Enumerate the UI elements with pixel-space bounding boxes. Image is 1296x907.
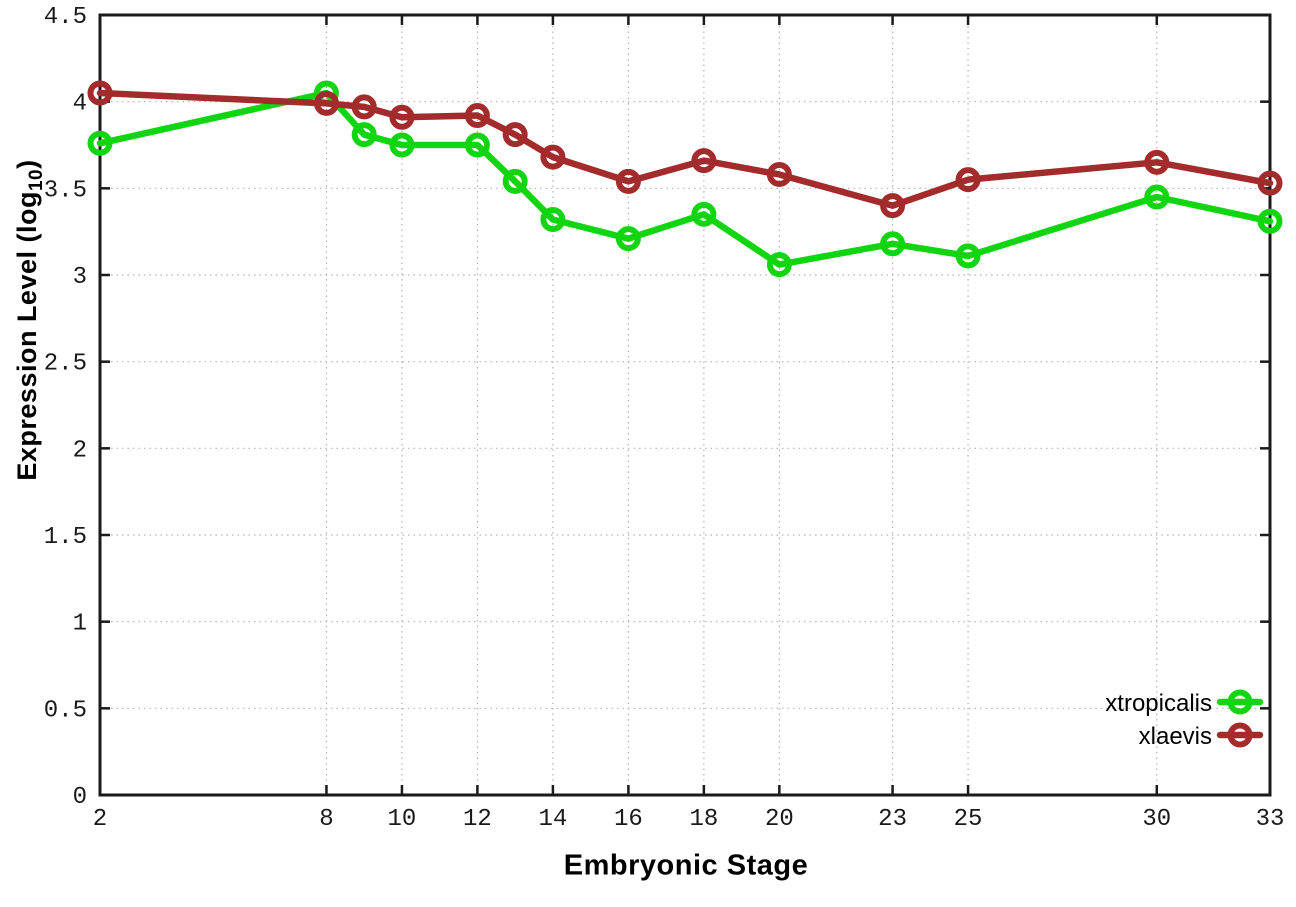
y-axis-title-text: Expression Level (log (12, 191, 42, 481)
data-point-xlaevis (540, 144, 566, 170)
data-point-xtropicalis (351, 122, 377, 148)
data-point-xlaevis (880, 193, 906, 219)
tick-labels: 2 8 10 12 14 16 18 20 23 25 30 33 0 0.5 1 1.5 2 2.5 3 3.5 4 4… (44, 4, 1285, 833)
legend-label-xlaevis: xlaevis (1139, 723, 1212, 750)
y-axis-title-subscript: 10 (26, 168, 47, 192)
data-point-xlaevis (87, 80, 113, 106)
x-tick-label: 25 (954, 806, 983, 833)
x-axis-title: Embryonic Stage (563, 849, 809, 882)
legend: xtropicalis xlaevis (1105, 689, 1264, 750)
y-tick-label: 0 (73, 784, 87, 811)
data-point-xtropicalis (691, 201, 717, 227)
data-point-xlaevis (389, 104, 415, 130)
legend-label-xtropicalis: xtropicalis (1105, 690, 1212, 717)
x-tick-label: 12 (463, 806, 492, 833)
axis-ticks (98, 13, 1272, 797)
data-point-xlaevis (502, 122, 528, 148)
y-tick-label: 3 (73, 264, 87, 291)
y-tick-label: 0.5 (44, 697, 87, 724)
x-tick-label: 10 (388, 806, 417, 833)
data-point-xlaevis (1257, 170, 1283, 196)
series-xtropicalis (87, 80, 1283, 278)
y-tick-label: 1.5 (44, 524, 87, 551)
series-xlaevis (87, 80, 1283, 219)
y-axis-title: Expression Level (log10) (12, 159, 48, 480)
legend-marker-xlaevis (1227, 722, 1253, 748)
series-line-xlaevis (96, 89, 1274, 209)
x-tick-label: 14 (538, 806, 567, 833)
data-point-xtropicalis (540, 207, 566, 233)
data-point-xtropicalis (880, 231, 906, 257)
x-tick-label: 2 (93, 806, 107, 833)
data-point-xlaevis (766, 161, 792, 187)
x-tick-label: 18 (689, 806, 718, 833)
legend-marker-xtropicalis (1227, 689, 1253, 715)
data-point-xtropicalis (615, 226, 641, 252)
y-tick-label: 4 (73, 91, 87, 118)
data-point-xtropicalis (766, 252, 792, 278)
y-axis-title-close: ) (12, 159, 42, 169)
data-point-xlaevis (351, 94, 377, 120)
data-point-xlaevis (691, 148, 717, 174)
data-point-xtropicalis (1144, 184, 1170, 210)
data-point-xtropicalis (955, 243, 981, 269)
x-tick-label: 20 (765, 806, 794, 833)
data-point-xlaevis (1144, 149, 1170, 175)
data-point-xtropicalis (502, 168, 528, 194)
data-point-xtropicalis (464, 132, 490, 158)
data-point-xlaevis (313, 90, 339, 116)
x-tick-label: 30 (1142, 806, 1171, 833)
x-tick-label: 33 (1256, 806, 1285, 833)
data-point-xlaevis (955, 167, 981, 193)
x-tick-label: 16 (614, 806, 643, 833)
data-point-xtropicalis (1257, 208, 1283, 234)
y-tick-label: 2.5 (44, 351, 87, 378)
series-line-xtropicalis (96, 89, 1274, 268)
x-tick-label: 8 (319, 806, 333, 833)
y-tick-label: 3.5 (44, 177, 87, 204)
y-tick-label: 2 (73, 437, 87, 464)
data-point-xlaevis (615, 168, 641, 194)
x-tick-label: 23 (878, 806, 907, 833)
gridlines (100, 15, 1270, 795)
data-point-xtropicalis (389, 132, 415, 158)
data-point-xlaevis (464, 103, 490, 129)
y-tick-label: 4.5 (44, 4, 87, 31)
plot-border (98, 13, 1272, 797)
data-point-xtropicalis (87, 130, 113, 156)
y-tick-label: 1 (73, 611, 87, 638)
